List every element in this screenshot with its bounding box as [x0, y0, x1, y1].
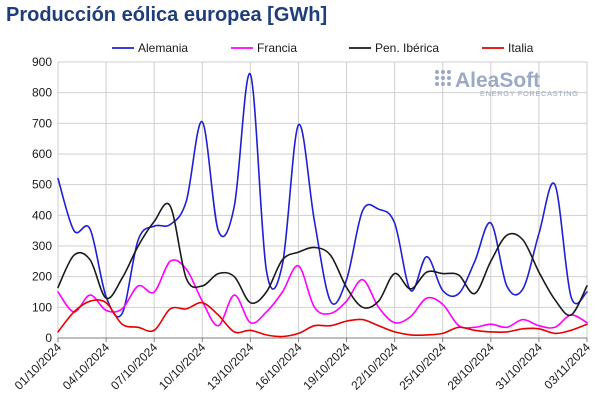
logo-tagline: ENERGY FORECASTING — [480, 89, 579, 98]
x-tick-label: 16/10/2024 — [252, 340, 305, 393]
series — [57, 73, 588, 338]
legend: Alemania Francia Pen. Ibérica Italia — [112, 41, 534, 55]
y-tick-label: 600 — [32, 147, 52, 161]
series-line-pen-ib-rica — [57, 202, 588, 317]
x-tick-label: 13/10/2024 — [204, 340, 257, 393]
x-tick-label: 01/10/2024 — [12, 340, 65, 393]
x-tick-label: 22/10/2024 — [348, 340, 401, 393]
aleasoft-logo: AleaSoft ENERGY FORECASTING — [435, 69, 579, 98]
y-tick-label: 700 — [32, 116, 52, 130]
legend-label: Francia — [257, 41, 297, 55]
logo-dots-icon — [435, 70, 451, 86]
x-tick-label: 19/10/2024 — [300, 340, 353, 393]
y-tick-label: 300 — [32, 239, 52, 253]
y-tick-label: 800 — [32, 86, 52, 100]
x-tick-label: 25/10/2024 — [396, 340, 449, 393]
legend-label: Alemania — [138, 41, 188, 55]
y-tick-label: 500 — [32, 178, 52, 192]
grid — [57, 61, 588, 339]
legend-label: Italia — [508, 41, 534, 55]
y-tick-label: 100 — [32, 300, 52, 314]
chart-title: Producción eólica europea [GWh] — [6, 4, 328, 26]
x-tick-label: 07/10/2024 — [108, 340, 161, 393]
series-line-italia — [57, 299, 588, 338]
x-tick-label: 04/10/2024 — [60, 340, 113, 393]
series-line-alemania — [57, 73, 588, 318]
axes: 0 100 200 300 400 500 600 700 800 900 01/10/202404… — [12, 55, 594, 393]
y-tick-label: 200 — [32, 270, 52, 284]
legend-label: Pen. Ibérica — [375, 41, 439, 55]
x-tick-label: 03/11/2024 — [541, 340, 593, 392]
y-tick-label: 400 — [32, 208, 52, 222]
x-tick-label: 10/10/2024 — [156, 340, 209, 393]
logo-name: AleaSoft — [455, 69, 540, 92]
series-line-francia — [57, 259, 588, 329]
x-tick-label: 28/10/2024 — [445, 340, 498, 393]
x-tick-label: 31/10/2024 — [493, 340, 546, 393]
y-tick-label: 0 — [45, 331, 52, 345]
y-tick-label: 900 — [32, 55, 52, 69]
